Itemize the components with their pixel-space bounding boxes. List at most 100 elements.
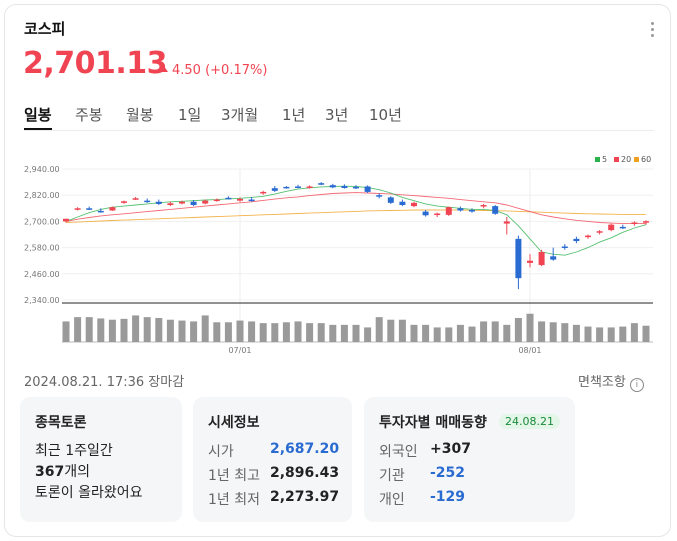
candle-body [457,208,464,211]
candle-body [202,200,209,204]
volume-bar [456,324,464,342]
forum-line-1: 최근 1주일간 [35,443,113,459]
volume-bar [317,323,325,342]
disclaimer-link[interactable]: 면책조항 i [578,371,644,392]
candle-body [480,205,487,207]
y-tick-label: 2,460.00 [24,270,60,279]
candle-body [97,210,104,213]
tab-weekly[interactable]: 주봉 [75,106,103,124]
current-price: 2,701.13 [23,46,168,81]
volume-bar [108,319,116,342]
y-tick-label: 2,340.00 [24,296,60,305]
candle-body [155,201,162,204]
volume-bar [282,322,290,342]
forum-line-3: 토론이 올라왔어요 [35,485,143,501]
candle-body [121,201,127,203]
volume-bar [248,321,256,342]
candle-body [643,221,649,223]
year-low-row: 1년 최저 2,273.97 [208,489,339,509]
candle-body [492,206,499,214]
info-icon: i [629,378,644,392]
retail-row: 개인 -129 [379,489,465,509]
tab-1day[interactable]: 1일 [178,106,202,124]
volume-bar [85,317,93,342]
investor-title: 투자자별 매매동향 [379,415,487,431]
legend-swatch [614,157,619,162]
volume-bar [422,324,430,342]
candle-body [179,201,185,204]
investor-card: 투자자별 매매동향 24.08.21 외국인 +307 기관 -252 개인 -129 [364,397,575,522]
price-chart[interactable]: 2,940.00 2,820.00 2,700.00 2,580.00 2,460.00… [0,140,677,362]
volume-bar [549,322,557,342]
year-high-row: 1년 최고 2,896.43 [208,465,339,485]
volume-bar [398,319,406,342]
volume-bar [445,327,453,342]
volume-bar [503,324,511,342]
candle-body [631,222,638,225]
volume-bar [572,324,580,342]
volume-bar [190,321,198,342]
legend-swatch [595,157,600,162]
institution-row: 기관 -252 [379,465,465,485]
year-high-label: 1년 최고 [208,468,260,484]
volume-bar [410,324,418,342]
candle-body [306,186,313,188]
volume-bar [596,327,604,342]
volume-bar [526,313,534,342]
volume-bar [561,323,569,342]
disclaimer-label: 면책조항 [578,375,626,390]
volume-bar [340,324,348,342]
open-label: 시가 [208,444,234,460]
candle-body [271,188,278,191]
candle-body [248,199,255,202]
volume-bar [224,322,232,342]
volume-bar [166,319,174,342]
index-name: 코스피 [24,20,66,38]
volume-bar [271,323,279,342]
tab-daily[interactable]: 일봉 [24,106,52,130]
x-tick-label: 08/01 [518,346,541,355]
volume-bar [155,318,163,342]
open-row: 시가 2,687.20 [208,441,339,461]
volume-bar [607,327,615,342]
forum-card[interactable]: 종목토론 최근 1주일간 367개의 토론이 올라왔어요 [20,397,182,522]
ma20-line [65,192,646,225]
candle-body [399,201,406,206]
candle-body [225,197,232,200]
price-change: 4.50 (+0.17%) [160,63,267,78]
volume-bar [294,321,302,342]
candle-body [422,211,429,216]
candle-body [445,207,452,215]
volume-bar [329,324,337,342]
volume-bar [74,317,82,342]
legend-label: 60 [641,155,651,164]
candle-body [364,186,371,192]
volume-bar [143,317,151,342]
y-tick-label: 2,580.00 [24,244,60,253]
candle-body [86,208,93,210]
retail-value: -129 [430,489,466,505]
more-options-icon[interactable] [646,22,658,40]
candle-body [585,235,591,238]
retail-label: 개인 [379,492,405,508]
candle-body [341,186,348,188]
volume-bar [468,326,476,342]
volume-bar [480,321,488,342]
tab-3months[interactable]: 3개월 [221,106,259,124]
candle-body [190,201,197,206]
forum-count: 367 [35,464,65,480]
tab-monthly[interactable]: 월봉 [126,106,154,124]
open-value: 2,687.20 [270,441,340,457]
tab-3years[interactable]: 3년 [325,106,349,124]
institution-value: -252 [430,465,466,481]
up-triangle-icon [160,66,168,72]
volume-bar [630,323,638,342]
year-high-value: 2,896.43 [270,465,340,481]
candle-body [167,203,174,206]
year-low-label: 1년 최저 [208,492,260,508]
tab-1year[interactable]: 1년 [282,106,306,124]
tab-10years[interactable]: 10년 [369,106,402,124]
candle-body [608,224,615,231]
candle-body [503,221,510,224]
forum-line-2: 367개의 [35,462,143,483]
